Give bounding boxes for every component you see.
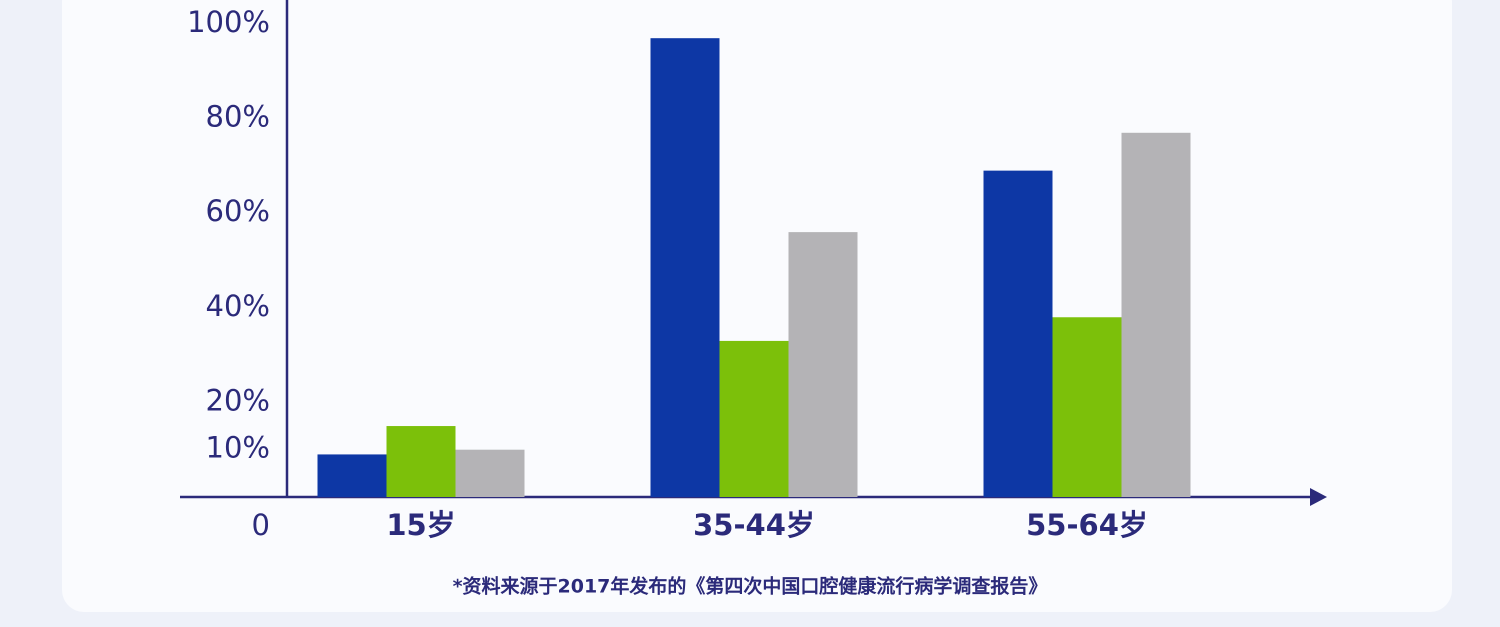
bar — [317, 454, 387, 497]
x-tick-label: 35-44岁 — [693, 508, 815, 542]
y-tick-label: 60% — [206, 194, 270, 228]
bar — [455, 449, 525, 497]
y-tick-label: 100% — [187, 5, 270, 39]
y-tick-label: 80% — [206, 100, 270, 134]
bar — [719, 340, 789, 497]
x-tick-label: 15岁 — [386, 508, 455, 542]
bar — [983, 170, 1053, 497]
y-tick-label: 40% — [206, 289, 270, 323]
x-axis-arrow — [1310, 488, 1327, 506]
bar — [1121, 132, 1191, 498]
y-tick-label: 20% — [206, 383, 270, 417]
bar — [650, 38, 720, 497]
y-tick-label: 10% — [206, 431, 270, 465]
y-tick-label: 0 — [252, 508, 270, 542]
footnote: *资料来源于2017年发布的《第四次中国口腔健康流行病学调查报告》 — [453, 575, 1048, 598]
bar — [1052, 317, 1122, 497]
x-tick-label: 55-64岁 — [1026, 508, 1148, 542]
bar — [386, 426, 456, 497]
bar — [788, 232, 858, 497]
